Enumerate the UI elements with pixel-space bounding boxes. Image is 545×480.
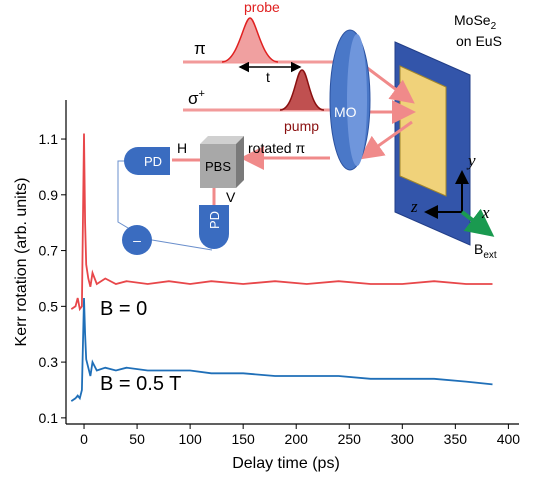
x-tick-label: 400 — [497, 431, 521, 447]
minus-label: – — [133, 232, 141, 248]
y-tick-label: 0.3 — [39, 354, 59, 370]
x-tick-label: 0 — [80, 431, 88, 447]
pd-v-label: PD — [207, 211, 222, 229]
y-axis-dir: y — [466, 151, 476, 170]
x-axis-label: Delay time (ps) — [232, 455, 340, 472]
v-label: V — [226, 189, 236, 205]
sigma-sup: + — [199, 88, 205, 100]
x-tick-label: 150 — [231, 431, 255, 447]
y-tick-label: 1.1 — [39, 131, 59, 147]
y-tick-label: 0.9 — [39, 187, 59, 203]
bext-label: Bext — [474, 241, 497, 261]
x-tick-label: 100 — [178, 431, 202, 447]
y-tick-label: 0.7 — [39, 243, 59, 259]
annotation: B = 0.5 T — [100, 373, 181, 395]
sigma-label: σ+ — [188, 88, 205, 108]
diagram — [117, 17, 495, 255]
y-tick-label: 0.1 — [39, 410, 59, 426]
h-label: H — [177, 140, 187, 156]
x-tick-label: 200 — [285, 431, 309, 447]
delay-label: t — [266, 69, 270, 85]
bext-main: B — [474, 241, 483, 257]
sample-main: MoSe — [454, 12, 491, 28]
data-line — [70, 297, 493, 402]
bext-sub: ext — [483, 250, 497, 261]
annotation: B = 0 — [100, 298, 147, 320]
axes — [65, 100, 519, 425]
x-tick-label: 50 — [129, 431, 145, 447]
y-tick-label: 0.5 — [39, 298, 59, 314]
x-tick-label: 250 — [338, 431, 362, 447]
data-line — [70, 133, 493, 312]
pbs-label: PBS — [205, 159, 231, 174]
probe-label: probe — [244, 0, 280, 15]
z-axis-dir: z — [410, 197, 418, 216]
mo-label: MO — [334, 104, 357, 120]
pump-label: pump — [284, 118, 319, 134]
sigma-main: σ — [188, 89, 199, 108]
sample-label: MoSe2 — [454, 12, 497, 32]
x-axis-dir: x — [481, 203, 490, 222]
pd-h-label: PD — [144, 154, 162, 169]
x-tick-label: 300 — [391, 431, 415, 447]
pi-label: π — [194, 39, 206, 58]
sample-line2: on EuS — [456, 33, 502, 49]
x-tick-label: 350 — [444, 431, 468, 447]
rotated-label: rotated π — [248, 140, 305, 156]
y-axis-label: Kerr rotation (arb. units) — [13, 178, 30, 347]
sample-sub: 2 — [491, 21, 497, 32]
